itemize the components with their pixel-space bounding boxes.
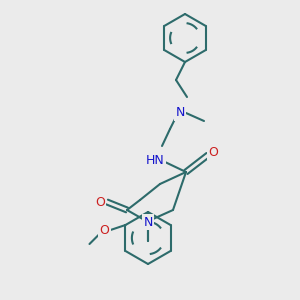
- Text: O: O: [95, 196, 105, 208]
- Text: O: O: [208, 146, 218, 158]
- Text: O: O: [100, 224, 110, 236]
- Text: HN: HN: [146, 154, 164, 166]
- Text: N: N: [143, 215, 153, 229]
- Text: N: N: [175, 106, 185, 119]
